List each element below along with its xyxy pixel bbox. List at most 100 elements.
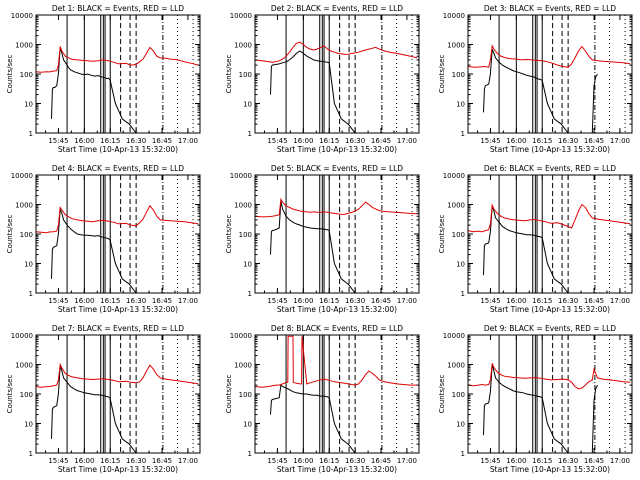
marker-lines [285, 175, 413, 293]
x-tick-label: 16:00 [293, 457, 313, 465]
marker-lines [66, 335, 194, 453]
y-axis-label: Counts/sec [438, 55, 446, 94]
events-series-line [270, 50, 381, 134]
x-tick-label: 16:00 [506, 297, 526, 305]
events-series-line [270, 200, 381, 294]
x-tick-label: 16:00 [293, 297, 313, 305]
x-tick-label: 17:00 [397, 137, 417, 145]
x-tick-label: 16:00 [506, 137, 526, 145]
panel-title: Det 9: BLACK = Events, RED = LLD [484, 324, 616, 333]
y-tick-label: 10 [24, 421, 33, 429]
x-tick-label: 15:45 [48, 137, 68, 145]
panel-title: Det 8: BLACK = Events, RED = LLD [271, 324, 403, 333]
detector-panel-8: 1 10 100 1000 10000 15:45 16:00 16:15 16:30 16:45… [225, 324, 420, 474]
marker-lines [498, 15, 626, 133]
panel-title: Det 2: BLACK = Events, RED = LLD [271, 4, 403, 13]
x-axis-label: Start Time (10-Apr-13 15:32:00) [58, 305, 178, 314]
x-tick-label: 15:45 [480, 137, 500, 145]
events-series-line [483, 364, 598, 454]
y-tick-label: 1000 [234, 202, 252, 210]
y-axis-label: Counts/sec [225, 215, 233, 254]
y-axis-label: Counts/sec [6, 55, 14, 94]
x-tick-label: 16:15 [319, 137, 339, 145]
lld-series-line [254, 197, 418, 218]
y-tick-label: 10000 [11, 12, 33, 20]
x-tick-label: 17:00 [178, 457, 198, 465]
detector-panel-6: 1 10 100 1000 10000 15:45 16:00 16:15 16:30 16:45… [438, 164, 633, 314]
x-tick-label: 16:15 [100, 297, 120, 305]
y-tick-label: 100 [239, 71, 252, 79]
x-tick-label: 16:45 [584, 297, 604, 305]
x-tick-label: 15:45 [480, 457, 500, 465]
lld-series-line [467, 363, 631, 390]
y-tick-label: 10 [243, 261, 252, 269]
detector-panel-4: 1 10 100 1000 10000 15:45 16:00 16:15 16:30 16:45… [6, 164, 201, 314]
y-tick-label: 1 [461, 130, 465, 138]
y-tick-label: 10000 [230, 12, 252, 20]
x-tick-label: 17:00 [610, 297, 630, 305]
detector-panel-1: 1 10 100 1000 10000 15:45 16:00 16:15 16:30 16:45… [6, 4, 201, 154]
panel-title: Det 5: BLACK = Events, RED = LLD [271, 164, 403, 173]
y-tick-label: 10000 [11, 172, 33, 180]
x-tick-label: 17:00 [397, 297, 417, 305]
marker-lines [498, 175, 626, 293]
x-tick-label: 16:15 [532, 137, 552, 145]
events-series-line [270, 384, 381, 454]
x-tick-label: 16:45 [371, 457, 391, 465]
y-tick-label: 1000 [15, 362, 33, 370]
lld-series-line [35, 362, 199, 388]
x-tick-label: 16:30 [558, 297, 578, 305]
y-tick-label: 100 [452, 391, 465, 399]
x-tick-label: 16:30 [558, 457, 578, 465]
y-tick-label: 100 [20, 71, 33, 79]
y-tick-label: 100 [239, 391, 252, 399]
lld-series-line [254, 335, 418, 388]
events-series-line [483, 48, 598, 134]
x-tick-label: 16:30 [345, 297, 365, 305]
y-tick-label: 100 [20, 231, 33, 239]
plot-frame [35, 334, 201, 454]
plot-frame [467, 174, 633, 294]
detector-panel-3: 1 10 100 1000 10000 15:45 16:00 16:15 16:30 16:45… [438, 4, 633, 154]
x-tick-label: 17:00 [610, 137, 630, 145]
panel-title: Det 3: BLACK = Events, RED = LLD [484, 4, 616, 13]
x-axis-label: Start Time (10-Apr-13 15:32:00) [277, 305, 397, 314]
y-tick-label: 1 [248, 450, 252, 458]
plot-frame [254, 14, 420, 134]
marker-lines [498, 335, 626, 453]
y-axis-label: Counts/sec [438, 215, 446, 254]
panel-title: Det 6: BLACK = Events, RED = LLD [484, 164, 616, 173]
x-tick-label: 17:00 [397, 457, 417, 465]
x-tick-label: 16:45 [584, 137, 604, 145]
x-axis-label: Start Time (10-Apr-13 15:32:00) [277, 465, 397, 474]
y-tick-label: 10 [24, 101, 33, 109]
x-axis-label: Start Time (10-Apr-13 15:32:00) [490, 145, 610, 154]
x-tick-label: 16:45 [371, 297, 391, 305]
x-axis-label: Start Time (10-Apr-13 15:32:00) [58, 145, 178, 154]
x-tick-label: 16:30 [126, 137, 146, 145]
y-tick-label: 1000 [447, 202, 465, 210]
y-tick-label: 1000 [447, 42, 465, 50]
x-tick-label: 17:00 [610, 457, 630, 465]
detector-panel-9: 1 10 100 1000 10000 15:45 16:00 16:15 16:30 16:45… [438, 324, 633, 474]
x-tick-label: 16:15 [532, 457, 552, 465]
x-tick-label: 16:00 [74, 297, 94, 305]
marker-lines [285, 335, 413, 453]
x-tick-label: 15:45 [267, 457, 287, 465]
x-tick-label: 16:00 [293, 137, 313, 145]
x-tick-label: 16:15 [100, 457, 120, 465]
y-tick-label: 1 [248, 130, 252, 138]
y-tick-label: 10000 [11, 332, 33, 340]
detector-panel-7: 1 10 100 1000 10000 15:45 16:00 16:15 16:30 16:45… [6, 324, 201, 474]
x-tick-label: 16:30 [126, 457, 146, 465]
x-tick-label: 16:45 [152, 457, 172, 465]
y-axis-label: Counts/sec [6, 215, 14, 254]
y-tick-label: 100 [20, 391, 33, 399]
y-tick-label: 10 [456, 101, 465, 109]
lld-series-line [254, 41, 418, 63]
x-tick-label: 16:15 [532, 297, 552, 305]
y-tick-label: 1 [29, 130, 33, 138]
x-tick-label: 16:30 [558, 137, 578, 145]
marker-lines [285, 15, 413, 133]
x-tick-label: 16:00 [74, 137, 94, 145]
